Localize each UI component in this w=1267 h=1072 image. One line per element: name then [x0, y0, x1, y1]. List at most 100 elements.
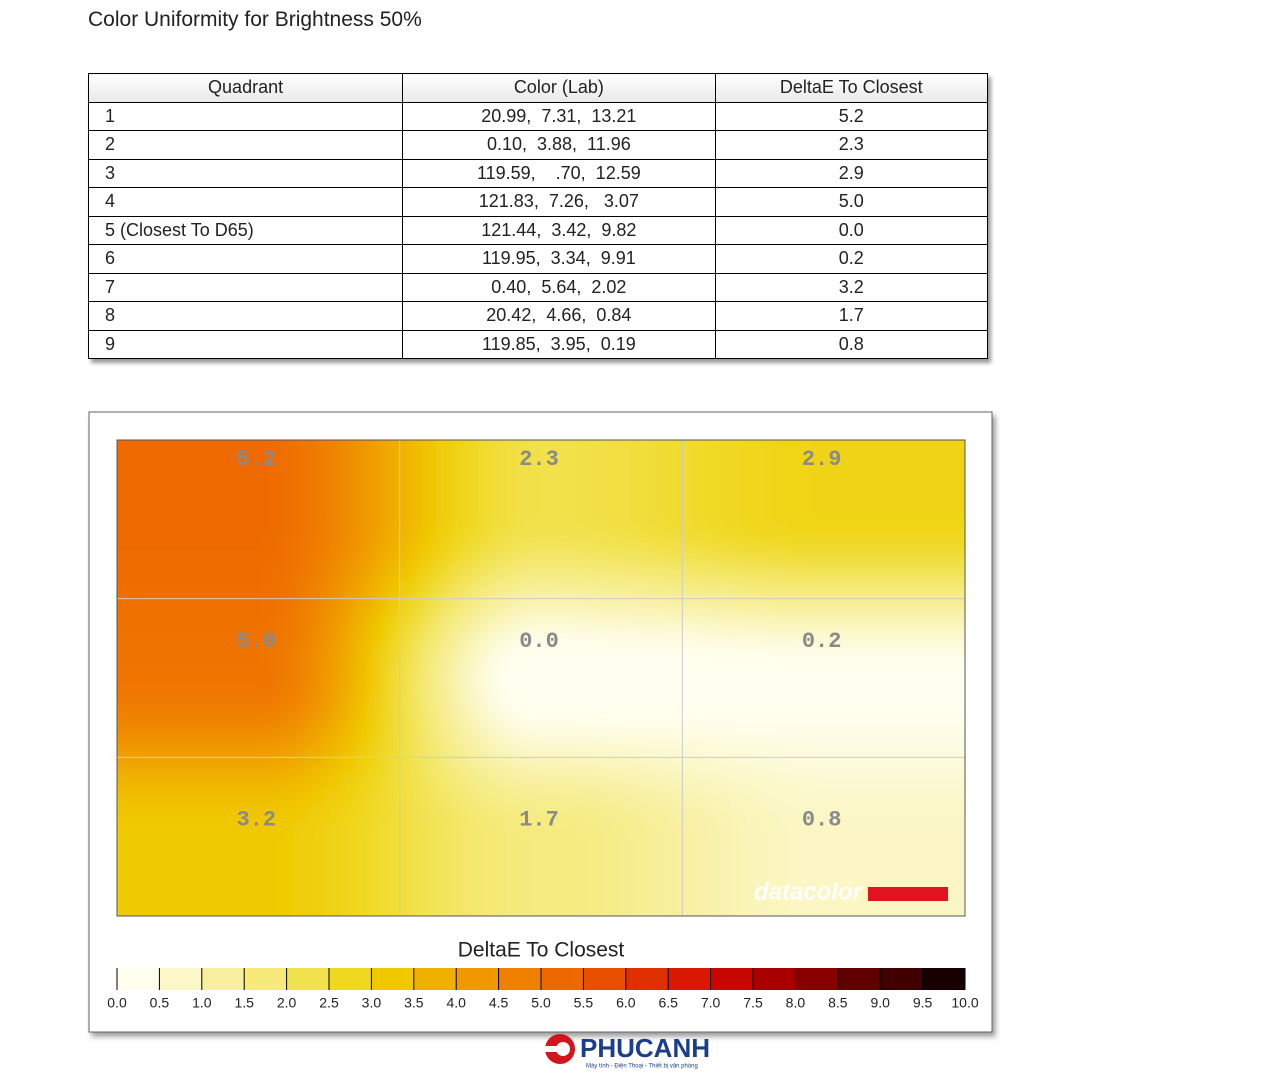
heat-pixel: [212, 772, 230, 790]
heat-pixel: [916, 836, 934, 854]
heat-pixel: [948, 867, 965, 885]
heat-pixel: [148, 756, 166, 774]
table-row: 5 (Closest To D65) 121.44, 3.42, 9.82 0.0: [87, 215, 989, 245]
heat-pixel: [548, 487, 566, 504]
heat-pixel: [164, 566, 182, 584]
heat-pixel: [468, 629, 486, 647]
heat-pixel: [900, 693, 918, 711]
heat-pixel: [612, 661, 630, 679]
heat-pixel: [692, 709, 710, 727]
heat-pixel: [532, 693, 550, 711]
heat-pixel: [724, 804, 742, 822]
heat-pixel: [420, 820, 438, 838]
heat-pixel: [500, 772, 518, 790]
heat-pixel: [132, 677, 150, 695]
heat-pixel: [404, 836, 422, 854]
heat-pixel: [340, 788, 358, 806]
heat-pixel: [484, 614, 502, 631]
heat-pixel: [564, 582, 582, 600]
heat-pixel: [196, 629, 214, 647]
heat-pixel: [676, 852, 694, 869]
heat-pixel: [868, 629, 886, 647]
heat-pixel: [756, 677, 774, 695]
heat-pixel: [260, 566, 278, 584]
heat-pixel: [692, 455, 710, 473]
heat-pixel: [164, 740, 182, 758]
heat-pixel: [548, 440, 566, 457]
heat-pixel: [164, 502, 182, 520]
heat-pixel: [724, 471, 742, 489]
heat-pixel: [244, 518, 262, 536]
heat-pixel: [148, 725, 166, 742]
legend-swatch: [329, 968, 372, 990]
heat-pixel: [756, 772, 774, 790]
heat-pixel: [804, 661, 822, 679]
heat-pixel: [756, 788, 774, 806]
heat-pixel: [164, 899, 182, 916]
heat-pixel: [580, 455, 598, 473]
heat-pixel: [948, 725, 965, 742]
heat-pixel: [196, 899, 214, 916]
heat-pixel: [516, 487, 534, 504]
heat-pixel: [132, 883, 150, 901]
heat-pixel: [212, 534, 230, 552]
heat-pixel: [676, 883, 694, 901]
heat-pixel: [372, 740, 390, 758]
heat-pixel: [516, 455, 534, 473]
heat-pixel: [180, 756, 198, 774]
heat-pixel: [596, 788, 614, 806]
heat-pixel: [884, 614, 902, 631]
heat-pixel: [292, 709, 310, 727]
heat-pixel: [868, 677, 886, 695]
heat-pixel: [692, 725, 710, 742]
heat-pixel: [292, 899, 310, 916]
heat-pixel: [388, 645, 406, 663]
heat-pixel: [228, 566, 246, 584]
heat-pixel: [117, 740, 134, 758]
heat-pixel: [932, 740, 950, 758]
heat-pixel: [788, 820, 806, 838]
heat-pixel: [228, 756, 246, 774]
heat-pixel: [388, 677, 406, 695]
heat-pixel: [628, 867, 646, 885]
heat-pixel: [276, 772, 294, 790]
heat-pixel: [308, 883, 326, 901]
heat-pixel: [580, 677, 598, 695]
heat-pixel: [372, 709, 390, 727]
heat-pixel: [340, 883, 358, 901]
heat-pixel: [580, 867, 598, 885]
heat-pixel: [868, 709, 886, 727]
heat-pixel: [932, 756, 950, 774]
heat-pixel: [260, 518, 278, 536]
heat-pixel: [580, 614, 598, 631]
heat-pixel: [900, 661, 918, 679]
heat-pixel: [868, 772, 886, 790]
heat-pixel: [932, 582, 950, 600]
table-cell: 5.2: [714, 101, 989, 131]
heat-pixel: [948, 740, 965, 758]
heat-pixel: [436, 899, 454, 916]
heat-pixel: [148, 455, 166, 473]
heat-pixel: [164, 820, 182, 838]
heat-pixel: [708, 725, 726, 742]
heat-pixel: [276, 566, 294, 584]
heat-pixel: [292, 661, 310, 679]
heat-pixel: [580, 804, 598, 822]
heat-pixel: [292, 629, 310, 647]
heat-pixel: [292, 756, 310, 774]
heat-pixel: [260, 883, 278, 901]
heat-pixel: [132, 756, 150, 774]
heat-pixel: [436, 820, 454, 838]
heat-pixel: [164, 518, 182, 536]
heat-pixel: [548, 836, 566, 854]
heat-pixel: [452, 582, 470, 600]
heat-pixel: [564, 899, 582, 916]
heat-pixel: [500, 709, 518, 727]
heat-pixel: [548, 598, 566, 616]
heat-pixel: [564, 598, 582, 616]
heat-pixel: [820, 487, 838, 504]
heat-pixel: [916, 440, 934, 457]
heat-pixel: [820, 534, 838, 552]
legend-swatch: [922, 968, 965, 990]
heat-pixel: [580, 725, 598, 742]
